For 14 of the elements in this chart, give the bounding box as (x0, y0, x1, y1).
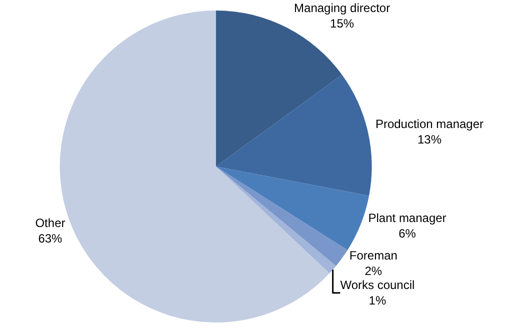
slice-label: Works council (340, 278, 415, 292)
data-label: 13% (417, 132, 442, 147)
pie-slice (216, 74, 372, 196)
data-label: 15% (330, 16, 354, 31)
data-label: 6% (398, 226, 416, 241)
data-label: 63% (38, 232, 63, 246)
slice-label: Plant manager (368, 211, 446, 226)
slice-label: Production manager (375, 116, 484, 131)
pie-slice (216, 166, 370, 250)
slice-label: Other (35, 216, 66, 230)
slice-label: Foreman (349, 248, 398, 263)
data-label: 1% (368, 294, 386, 308)
data-label: 2% (364, 264, 382, 278)
slice-label: Managing director (294, 0, 390, 15)
